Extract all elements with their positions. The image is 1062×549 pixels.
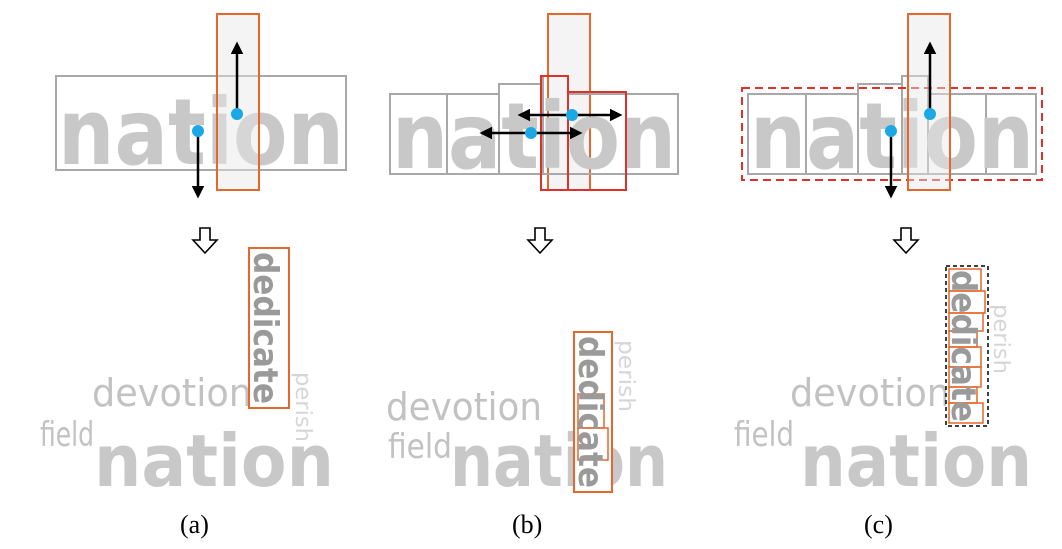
panel-c-dedicate-box	[945, 265, 989, 427]
panel-a-word-bounding-box	[55, 75, 347, 171]
panel-c: nation nation devotion field perish	[734, 13, 1043, 539]
panel-b-cloud-word-perish: perish	[613, 340, 638, 412]
hollow-down-arrow-icon	[191, 227, 219, 255]
panel-b-word-cloud: nation devotion field perish dedicate	[386, 331, 668, 503]
panel-c-cloud-word-field: field	[734, 415, 794, 455]
panel-c-glyph-collision-box	[948, 402, 984, 424]
panel-b-anchor-dot	[525, 127, 537, 139]
panel-b: nation nation devotion field perish dedi…	[386, 13, 679, 539]
panel-a-caption: (a)	[180, 510, 209, 539]
panel-c-caption: (c)	[864, 510, 893, 539]
panel-a-cloud-word-dedicate: dedicate	[245, 252, 285, 404]
panel-a-cloud-word-field: field	[40, 415, 94, 455]
panel-b-cloud-word-nation: nation	[450, 419, 668, 503]
panel-a: nation nation devotion field perish dedi…	[40, 13, 347, 539]
panel-c-glyph-collision-boxes	[948, 268, 986, 424]
panel-c-cloud-word-nation: nation	[800, 419, 1032, 503]
hollow-down-arrow-icon	[526, 227, 554, 255]
panel-a-cloud-word-nation: nation	[94, 419, 334, 503]
panel-b-caption: (b)	[512, 510, 542, 539]
panel-a-dedicate-box	[248, 247, 290, 409]
panel-a-anchor-dot	[231, 108, 243, 120]
panel-c-glyph-boxes	[747, 75, 1037, 175]
panel-c-anchor-dot	[885, 125, 897, 137]
panel-c-cloud-word-dedicate: dedicate	[943, 270, 983, 422]
panel-b-anchor-dot	[566, 109, 578, 121]
panel-a-word-cloud: nation devotion field perish dedicate	[40, 247, 334, 503]
panel-a-anchor-dot	[192, 125, 204, 137]
panel-c-hierarchy-box	[741, 87, 1043, 181]
panel-c-cloud-word-perish: perish	[988, 304, 1013, 374]
panel-c-cloud-word-devotion: devotion	[790, 371, 950, 415]
panel-b-cloud-word-field: field	[388, 427, 452, 467]
panel-a-cloud-word-devotion: devotion	[92, 371, 252, 415]
panel-b-glyph-collision-boxes	[577, 393, 609, 461]
hollow-down-arrow-icon	[892, 227, 920, 255]
panel-c-glyph-box	[985, 93, 1037, 175]
panel-b-glyph-boxes	[389, 75, 679, 175]
panel-c-anchor-dot	[924, 108, 936, 120]
panel-b-glyph-collision-box	[577, 427, 609, 461]
panel-c-word-cloud: nation devotion field perish dedicate	[734, 265, 1032, 503]
panel-a-cloud-word-perish: perish	[290, 372, 315, 442]
panel-b-cloud-word-devotion: devotion	[386, 385, 542, 429]
panel-b-dedicate-box	[573, 331, 613, 493]
panel-b-cloud-word-dedicate: dedicate	[570, 336, 610, 488]
panel-b-collision-box	[567, 91, 627, 191]
